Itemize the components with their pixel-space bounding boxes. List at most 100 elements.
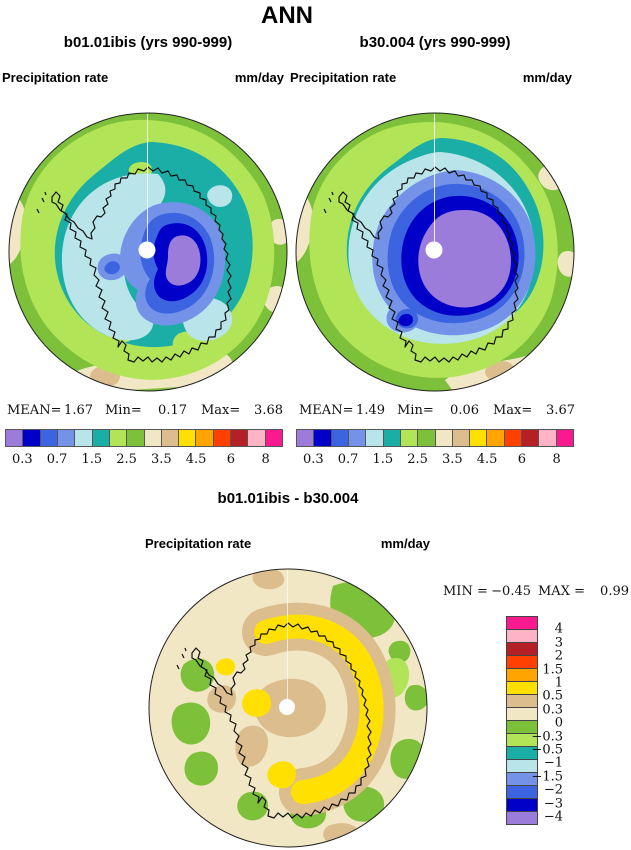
mean-value: 1.49	[356, 403, 385, 418]
colorbar-cell	[5, 429, 24, 447]
panel-right-header: b30.004 (yrs 990-999)	[359, 34, 511, 51]
colorbar-cell	[56, 429, 76, 447]
diff-varrow: Precipitation rate mm/day	[145, 536, 430, 551]
colorbar-boundary-label: −0.5	[531, 742, 563, 758]
colorbar-cell	[365, 429, 384, 447]
colorbar-tick-label: 8	[261, 452, 270, 467]
colorbar-right	[296, 429, 574, 447]
pole-dot	[279, 699, 295, 715]
colorbar-boundary-label: −3	[543, 796, 563, 812]
colorbar-tick-label: 1.5	[81, 452, 103, 467]
colorbar-cell	[506, 785, 538, 799]
colorbar-cell	[399, 429, 419, 447]
colorbar-cell	[417, 429, 436, 447]
colorbar-tick-label: 0.3	[12, 452, 33, 467]
diff-header: b01.01ibis - b30.004	[217, 490, 359, 507]
map-right-b30	[295, 112, 575, 392]
colorbar-tick-label: 0.3	[303, 452, 324, 467]
island-marks	[36, 191, 47, 214]
stats-right: MEAN= 1.49 Min= 0.06 Max= 3.67	[297, 403, 582, 418]
colorbar-cell	[469, 429, 488, 447]
pole-dot	[425, 241, 443, 259]
colorbar-cell	[195, 429, 214, 447]
colorbar-boundary-label: 2	[554, 648, 563, 664]
colorbar-cell	[91, 429, 110, 447]
min-value: −0.45	[491, 584, 531, 599]
min-label: Min=	[397, 403, 434, 418]
colorbar-cell	[230, 429, 249, 447]
panel-right-varrow: Precipitation rate mm/day	[290, 70, 572, 85]
colorbar-cell	[451, 429, 471, 447]
colorbar-cell	[506, 668, 538, 682]
max-value: 0.99	[600, 584, 629, 599]
antarctica-coastline	[338, 166, 519, 363]
map-diff	[148, 568, 428, 848]
colorbar-cell	[506, 798, 538, 812]
colorbar-cell	[39, 429, 58, 447]
colorbar-right-ticks: 0.3 0.7 1.5 2.5 3.5 4.5 6 8	[296, 452, 574, 467]
colorbar-tick-label: 0.7	[337, 452, 359, 467]
colorbar-cell	[347, 429, 367, 447]
colorbar-boundary-label: 0.5	[542, 688, 563, 704]
diff-minmax: MIN = −0.45 MAX = 0.99	[443, 584, 629, 599]
units-label: mm/day	[380, 536, 430, 551]
max-value: 3.67	[546, 403, 575, 418]
contour-fills	[296, 113, 574, 391]
colorbar-cell	[506, 642, 538, 656]
colorbar-tick-label: 3.5	[151, 452, 172, 467]
colorbar-cell	[506, 655, 538, 669]
colorbar-boundary-label: −4	[543, 809, 563, 825]
colorbar-diff-labels: 4 3 2 1.5 1 0.5 0.3 0 −0.3 −0.5 −1 −1.5 −2 −3 −4	[531, 616, 563, 840]
colorbar-tick-label: 2.5	[116, 452, 137, 467]
colorbar-boundary-label: −1	[543, 755, 563, 771]
colorbar-cell	[22, 429, 41, 447]
colorbar-boundary-label: −1.5	[531, 769, 563, 785]
units-label: mm/day	[234, 70, 284, 85]
colorbar-tick-label: 6	[517, 452, 527, 467]
colorbar-tick-label: 2.5	[407, 452, 428, 467]
colorbar-cell	[126, 429, 145, 447]
colorbar-cell	[521, 429, 540, 447]
colorbar-cell	[264, 429, 283, 447]
colorbar-cell	[506, 811, 538, 825]
colorbar-tick-label: 1.5	[372, 452, 394, 467]
colorbar-boundary-label: 0.3	[542, 702, 563, 718]
max-label: Max=	[201, 403, 241, 418]
colorbar-left-ticks: 0.3 0.7 1.5 2.5 3.5 4.5 6 8	[5, 452, 283, 467]
colorbar-boundary-label: 0	[554, 715, 563, 731]
colorbar-boundary-label: 1	[554, 675, 563, 691]
mean-label: MEAN=	[7, 403, 62, 418]
colorbar-cell	[506, 694, 538, 708]
island-marks	[323, 191, 334, 214]
colorbar-boundary-label: 3	[554, 635, 563, 651]
min-value: 0.17	[158, 403, 187, 418]
colorbar-cell	[178, 429, 197, 447]
colorbar-cell	[74, 429, 93, 447]
max-value: 3.68	[254, 403, 283, 418]
colorbar-cell	[160, 429, 180, 447]
contour-fills	[149, 569, 427, 847]
colorbar-boundary-label: −2	[543, 782, 563, 798]
map-circle-border	[148, 568, 428, 848]
colorbar-left	[5, 429, 283, 447]
colorbar-tick-label: 4.5	[185, 452, 207, 467]
colorbar-diff	[506, 616, 538, 825]
variable-label: Precipitation rate	[145, 536, 252, 551]
colorbar-cell	[382, 429, 401, 447]
variable-label: Precipitation rate	[290, 70, 397, 85]
map-left-b01	[8, 112, 288, 392]
antarctica-coastline	[51, 166, 232, 363]
colorbar-tick-label: 3.5	[442, 452, 463, 467]
colorbar-tick-label: 6	[226, 452, 236, 467]
colorbar-cell	[486, 429, 505, 447]
antarctica-coastline	[191, 622, 372, 819]
colorbar-cell	[313, 429, 332, 447]
colorbar-boundary-label: −0.3	[531, 729, 563, 745]
colorbar-cell	[143, 429, 162, 447]
min-label: MIN =	[443, 584, 488, 599]
colorbar-tick-label: 8	[552, 452, 561, 467]
mean-label: MEAN=	[299, 403, 354, 418]
colorbar-tick-label: 4.5	[476, 452, 498, 467]
mean-value: 1.67	[64, 403, 93, 418]
